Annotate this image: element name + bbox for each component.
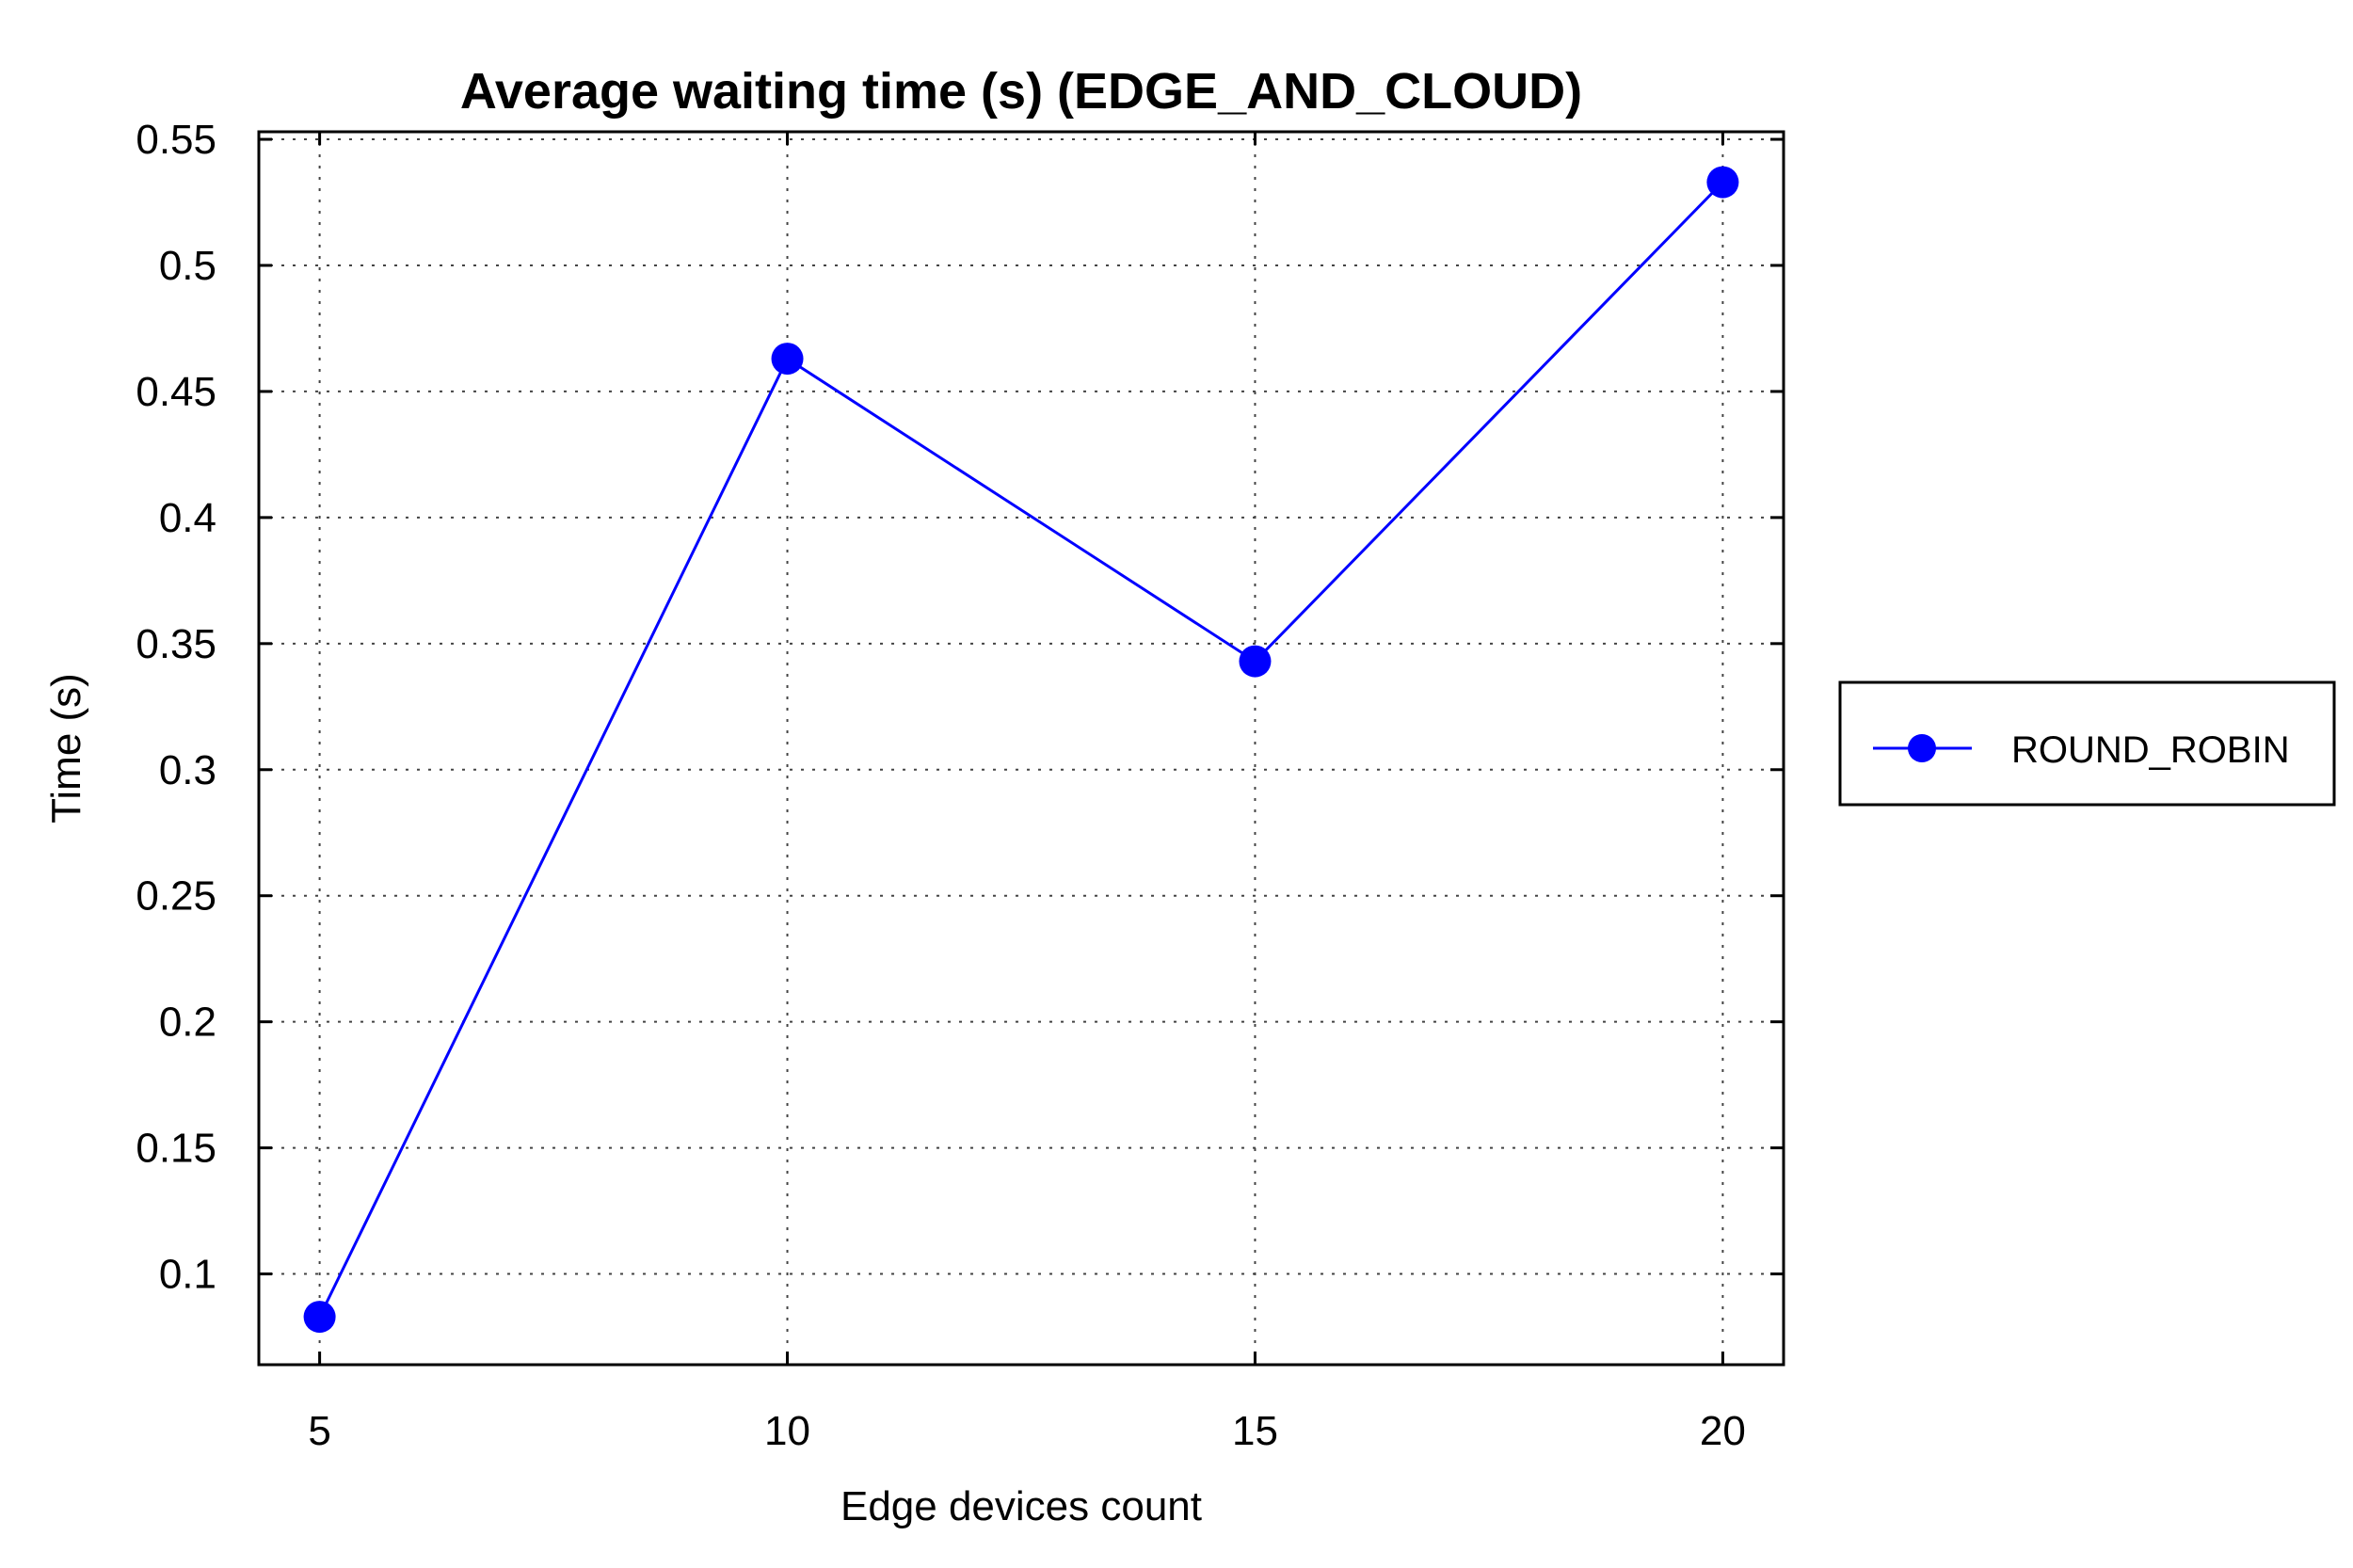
y-axis-label: Time (s) [43,673,89,824]
data-point [1706,166,1739,199]
y-tick-label: 0.25 [136,873,216,920]
y-tick-label: 0.1 [159,1252,216,1298]
grid-lines [259,132,1784,1365]
chart-title: Average waiting time (s) (EDGE_AND_CLOUD… [460,63,1582,120]
y-tick-label: 0.5 [159,243,216,289]
y-tick-label: 0.45 [136,369,216,415]
x-axis-ticks: 5 10 15 20 [308,132,1746,1454]
y-tick-label: 0.2 [159,1000,216,1046]
legend: ROUND_ROBIN [1838,680,2336,807]
series-round-robin [303,166,1739,1334]
data-point [771,343,804,376]
x-tick-label: 20 [1700,1408,1746,1454]
data-point [303,1301,336,1334]
x-axis-label: Edge devices count [840,1483,1202,1529]
y-axis-ticks: 0.1 0.15 0.2 0.25 0.3 0.35 0.4 0.45 0.5 0.55 [136,117,1784,1298]
y-tick-label: 0.35 [136,621,216,667]
series-line [318,181,1724,1318]
legend-marker-icon [1908,734,1936,762]
x-tick-label: 10 [764,1408,810,1454]
x-tick-label: 5 [308,1408,330,1454]
y-tick-label: 0.55 [136,117,216,163]
legend-label-round-robin: ROUND_ROBIN [2011,729,2290,771]
y-tick-label: 0.4 [159,495,216,541]
plot-area-frame [257,130,1785,1367]
y-tick-label: 0.3 [159,747,216,793]
data-point [1239,645,1272,678]
x-tick-label: 15 [1232,1408,1278,1454]
y-tick-label: 0.15 [136,1126,216,1172]
